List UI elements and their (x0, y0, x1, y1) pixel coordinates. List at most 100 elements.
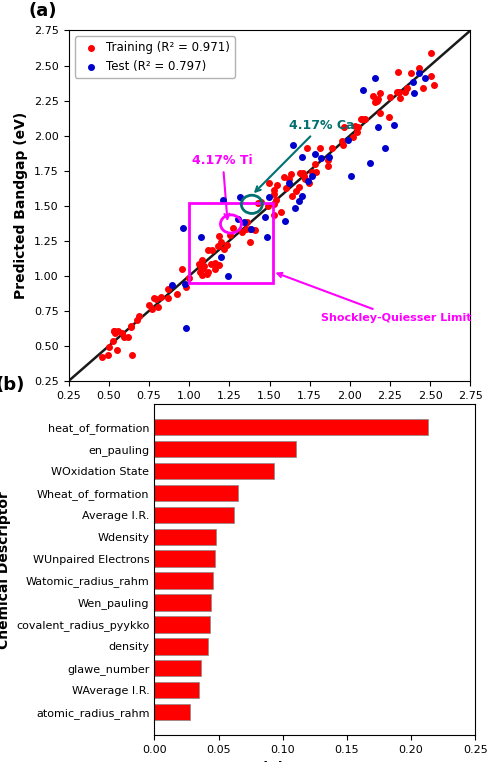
Training (R² = 0.971) (133, 314, 141, 326)
Training (R² = 0.971) (123, 331, 131, 343)
Bar (154, 572, 214, 589)
Training (R² = 0.971) (226, 229, 234, 242)
Test (R² = 0.797) (421, 72, 429, 84)
Test (R² = 0.797) (371, 72, 379, 84)
Training (R² = 0.971) (245, 236, 253, 248)
Test (R² = 0.797) (295, 195, 303, 207)
Training (R² = 0.971) (214, 239, 221, 251)
Training (R² = 0.971) (340, 139, 347, 151)
Test (R² = 0.797) (289, 139, 297, 151)
Training (R² = 0.971) (270, 209, 277, 221)
Test (R² = 0.797) (261, 211, 269, 223)
Training (R² = 0.971) (164, 292, 171, 304)
Training (R² = 0.971) (111, 327, 119, 339)
Training (R² = 0.971) (196, 262, 204, 274)
Legend: Training (R² = 0.971), Test (R² = 0.797): Training (R² = 0.971), Test (R² = 0.797) (74, 37, 235, 78)
Training (R² = 0.971) (229, 222, 237, 234)
Training (R² = 0.971) (416, 62, 423, 75)
Training (R² = 0.971) (110, 325, 118, 337)
Training (R² = 0.971) (164, 283, 172, 296)
Training (R² = 0.971) (119, 327, 126, 339)
Training (R² = 0.971) (204, 266, 212, 278)
Training (R² = 0.971) (298, 168, 306, 180)
Training (R² = 0.971) (324, 159, 332, 171)
X-axis label: HSE Shifted Bandgap (eV): HSE Shifted Bandgap (eV) (167, 406, 372, 421)
Training (R² = 0.971) (349, 131, 357, 143)
Training (R² = 0.971) (127, 321, 135, 333)
Training (R² = 0.971) (120, 331, 128, 343)
Bar (154, 594, 211, 610)
Training (R² = 0.971) (199, 261, 207, 274)
Y-axis label: Chemical Descriptor: Chemical Descriptor (0, 491, 11, 648)
Test (R² = 0.797) (374, 120, 382, 133)
Test (R² = 0.797) (285, 178, 293, 190)
Test (R² = 0.797) (240, 216, 247, 228)
Test (R² = 0.797) (298, 190, 306, 202)
Training (R² = 0.971) (354, 121, 362, 133)
Training (R² = 0.971) (386, 91, 394, 103)
Training (R² = 0.971) (324, 154, 332, 166)
Bar (154, 550, 215, 567)
Bar (154, 441, 295, 457)
Bar (154, 638, 208, 655)
Bar (154, 529, 216, 545)
Training (R² = 0.971) (126, 319, 134, 331)
Test (R² = 0.797) (292, 202, 299, 214)
Test (R² = 0.797) (381, 142, 389, 155)
Training (R² = 0.971) (135, 309, 143, 322)
Training (R² = 0.971) (403, 82, 411, 94)
Test (R² = 0.797) (416, 66, 423, 78)
Training (R² = 0.971) (304, 142, 312, 155)
Bar (154, 682, 199, 698)
Training (R² = 0.971) (396, 91, 404, 104)
Training (R² = 0.971) (246, 223, 254, 235)
Training (R² = 0.971) (361, 113, 368, 125)
Test (R² = 0.797) (318, 152, 325, 164)
Training (R² = 0.971) (368, 90, 376, 102)
Training (R² = 0.971) (285, 174, 293, 186)
Test (R² = 0.797) (298, 152, 306, 164)
Training (R² = 0.971) (385, 111, 393, 123)
Training (R² = 0.971) (128, 348, 136, 360)
Training (R² = 0.971) (208, 244, 216, 256)
Training (R² = 0.971) (212, 257, 220, 269)
Training (R² = 0.971) (207, 258, 215, 271)
Training (R² = 0.971) (178, 263, 186, 275)
Training (R² = 0.971) (104, 348, 112, 360)
Bar (154, 616, 210, 632)
Text: 4.17% Ca: 4.17% Ca (255, 119, 354, 191)
Training (R² = 0.971) (294, 181, 302, 193)
Test (R² = 0.797) (224, 270, 232, 282)
Bar (189, 203, 273, 283)
Training (R² = 0.971) (265, 177, 273, 189)
Training (R² = 0.971) (301, 172, 309, 184)
Test (R² = 0.797) (325, 151, 333, 163)
Test (R² = 0.797) (428, 15, 436, 27)
Training (R² = 0.971) (196, 266, 203, 278)
Test (R² = 0.797) (344, 133, 352, 146)
Training (R² = 0.971) (251, 224, 259, 236)
Training (R² = 0.971) (273, 179, 281, 191)
Training (R² = 0.971) (373, 94, 381, 107)
Training (R² = 0.971) (272, 194, 280, 206)
Training (R² = 0.971) (418, 82, 426, 94)
Training (R² = 0.971) (292, 184, 300, 197)
Training (R² = 0.971) (200, 260, 208, 272)
Training (R² = 0.971) (338, 135, 346, 147)
Test (R² = 0.797) (181, 278, 189, 290)
Training (R² = 0.971) (223, 239, 231, 251)
Training (R² = 0.971) (393, 86, 401, 98)
Training (R² = 0.971) (351, 120, 359, 132)
Text: (b): (b) (0, 376, 25, 394)
Test (R² = 0.797) (304, 174, 312, 187)
Training (R² = 0.971) (238, 226, 245, 238)
Training (R² = 0.971) (401, 86, 409, 98)
Test (R² = 0.797) (247, 223, 255, 235)
Training (R² = 0.971) (353, 126, 361, 139)
Training (R² = 0.971) (172, 288, 180, 300)
Training (R² = 0.971) (270, 188, 278, 200)
Bar (154, 463, 274, 479)
Training (R² = 0.971) (198, 254, 206, 266)
Training (R² = 0.971) (395, 86, 403, 98)
Training (R² = 0.971) (242, 223, 249, 235)
